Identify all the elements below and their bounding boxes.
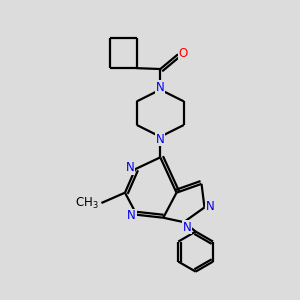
- Text: N: N: [128, 209, 136, 223]
- Text: N: N: [156, 81, 165, 94]
- Text: N: N: [182, 220, 191, 234]
- Text: N: N: [126, 161, 135, 174]
- Text: CH$_3$: CH$_3$: [75, 196, 99, 211]
- Text: N: N: [156, 133, 165, 146]
- Text: N: N: [206, 200, 215, 213]
- Text: O: O: [178, 47, 188, 60]
